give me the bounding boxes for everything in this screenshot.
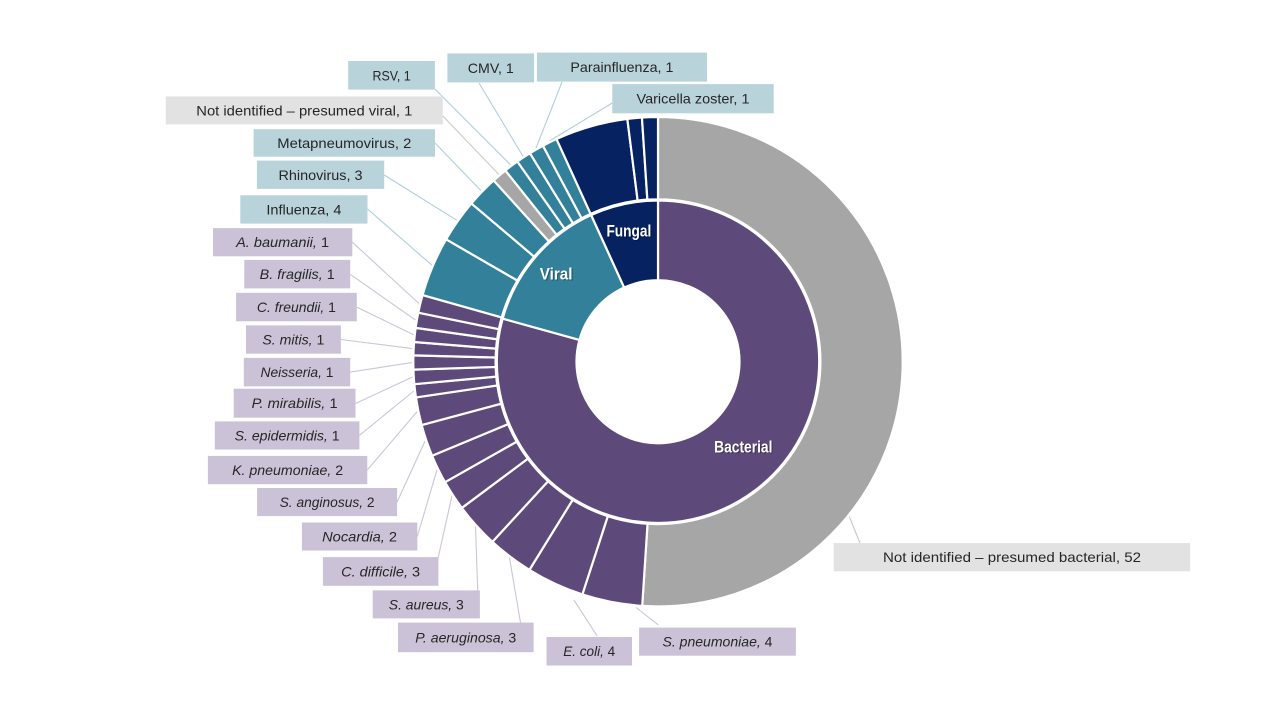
svg-text:S. mitis, 1: S. mitis, 1 <box>262 332 324 348</box>
svg-text:S. pneumoniae, 4: S. pneumoniae, 4 <box>663 634 773 650</box>
svg-text:K. pneumoniae, 2: K. pneumoniae, 2 <box>232 462 343 478</box>
svg-text:Viral: Viral <box>541 267 574 285</box>
svg-text:Not identified – presumed bac: Not identified – presumed bacterial, 52 <box>883 549 1141 565</box>
svg-text:C. difficile, 3: C. difficile, 3 <box>341 564 420 580</box>
svg-text:Neisseria, 1: Neisseria, 1 <box>261 364 334 380</box>
svg-text:Fungal: Fungal <box>608 224 653 242</box>
svg-text:P. aeruginosa, 3: P. aeruginosa, 3 <box>415 629 516 645</box>
svg-text:Not identified – presumed vira: Not identified – presumed viral, 1 <box>196 102 412 118</box>
svg-text:Bacterial: Bacterial <box>714 438 772 456</box>
svg-text:P. mirabilis, 1: P. mirabilis, 1 <box>252 395 338 411</box>
svg-text:S. aureus, 3: S. aureus, 3 <box>389 596 464 612</box>
svg-text:Metapneumovirus, 2: Metapneumovirus, 2 <box>277 135 411 151</box>
svg-text:B. fragilis, 1: B. fragilis, 1 <box>260 266 335 282</box>
svg-text:Parainfluenza, 1: Parainfluenza, 1 <box>570 59 673 75</box>
svg-text:CMV, 1: CMV, 1 <box>468 60 514 76</box>
svg-text:C. freundii, 1: C. freundii, 1 <box>257 299 336 315</box>
svg-text:RSV, 1: RSV, 1 <box>373 67 411 83</box>
svg-text:S. anginosus, 2: S. anginosus, 2 <box>280 494 375 510</box>
svg-text:Viral: Viral <box>540 266 573 284</box>
svg-text:Nocardia, 2: Nocardia, 2 <box>322 529 397 545</box>
svg-text:Bacterial: Bacterial <box>715 440 773 458</box>
svg-text:Influenza, 4: Influenza, 4 <box>266 202 341 218</box>
svg-text:S. epidermidis, 1: S. epidermidis, 1 <box>235 427 340 443</box>
svg-text:Varicella zoster, 1: Varicella zoster, 1 <box>637 91 750 107</box>
svg-text:Fungal: Fungal <box>606 222 651 240</box>
svg-text:Rhinovirus, 3: Rhinovirus, 3 <box>279 167 363 183</box>
svg-text:E. coli, 4: E. coli, 4 <box>563 643 615 659</box>
svg-text:A. baumanii, 1: A. baumanii, 1 <box>235 234 329 250</box>
